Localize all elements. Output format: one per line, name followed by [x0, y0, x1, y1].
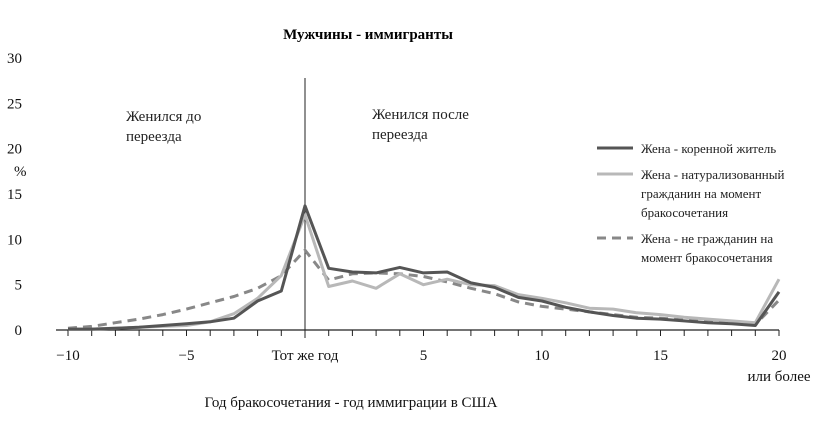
y-axis-label: %	[14, 164, 27, 180]
x-tick-suffix: или более	[747, 369, 810, 385]
y-tick-label: 30	[7, 51, 22, 67]
x-tick-label: −10	[56, 348, 79, 364]
annotation-after: Женился после	[372, 107, 469, 123]
series-line-1	[68, 204, 781, 331]
annotation-after: переезда	[372, 127, 428, 143]
y-tick-label: 20	[7, 142, 22, 158]
series-group	[67, 204, 781, 331]
x-axis-label: Год бракосочетания - год иммиграции в СШ…	[204, 395, 497, 411]
legend-label-3: момент бракосочетания	[641, 250, 772, 265]
x-tick-label: 20	[772, 348, 787, 364]
legend-label-1: Жена - коренной житель	[641, 141, 776, 156]
legend-label-2: Жена - натурализованный	[641, 167, 784, 182]
x-tick-label: −5	[179, 348, 195, 364]
y-tick-label: 15	[7, 187, 22, 203]
annotation-before: Женился до	[126, 109, 201, 125]
x-tick-label: 15	[653, 348, 668, 364]
legend-label-3: Жена - не гражданин на	[641, 231, 773, 246]
x-tick-label: Тот же год	[272, 348, 339, 364]
y-tick-label: 0	[15, 323, 23, 339]
x-tick-label: 10	[535, 348, 550, 364]
series-line-2	[68, 213, 781, 331]
legend-label-2: гражданин на момент	[641, 186, 761, 201]
x-tick-label: 5	[420, 348, 428, 364]
y-tick-label: 25	[7, 96, 22, 112]
y-tick-label: 10	[7, 232, 22, 248]
y-tick-label: 5	[15, 278, 23, 294]
y-axis: 0 5 10 15 20 25 30	[7, 51, 22, 339]
annotations: Женился до переезда Женился после переезда	[126, 107, 469, 145]
legend: Жена - коренной житель Жена - натурализов…	[597, 141, 784, 265]
x-axis: −10 −5 Тот же год 5 10 15 20 или более	[56, 78, 811, 385]
legend-label-2: бракосочетания	[641, 205, 728, 220]
annotation-before: переезда	[126, 129, 182, 145]
chart-title: Мужчины - иммигранты	[283, 27, 453, 43]
